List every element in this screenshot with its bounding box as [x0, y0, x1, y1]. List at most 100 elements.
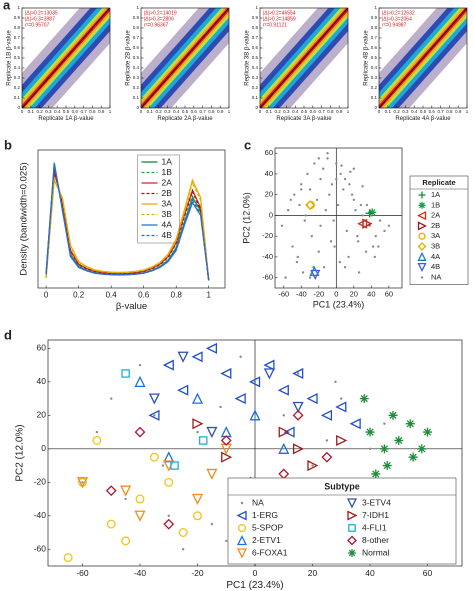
point	[306, 200, 315, 210]
point	[170, 461, 179, 470]
y-tick-label: 1	[255, 5, 258, 10]
point	[332, 219, 335, 222]
point	[306, 172, 309, 176]
point	[293, 193, 296, 196]
x-tick-label: 0.3	[164, 109, 171, 114]
x-tick-label: 0.5	[420, 109, 427, 114]
point	[161, 464, 165, 467]
panel-label: c	[244, 137, 251, 152]
point	[191, 351, 203, 363]
point	[365, 209, 374, 218]
point	[291, 245, 294, 248]
identity-line	[379, 8, 467, 108]
annotation: |Δ|>0.3=2806	[144, 16, 174, 22]
legend-label: 1B	[162, 167, 173, 177]
x-tick-label: 0	[21, 109, 24, 114]
point	[374, 234, 377, 238]
y-tick-label: 0.3	[133, 75, 140, 80]
point	[317, 157, 320, 160]
density-band	[260, 8, 348, 108]
legend-marker	[418, 232, 426, 240]
point	[326, 157, 329, 160]
y-tick-label: 0.8	[133, 25, 140, 30]
y-tick-label: 0.7	[371, 35, 378, 40]
y-tick-label: 0.3	[252, 75, 259, 80]
point	[356, 234, 359, 238]
legend-label: 2B	[431, 221, 440, 230]
point	[303, 219, 306, 222]
point	[307, 460, 319, 472]
point	[110, 397, 113, 400]
point	[348, 183, 351, 186]
x-tick-label: 0	[44, 290, 49, 299]
panel-label: d	[4, 327, 12, 342]
legend-marker	[236, 535, 248, 546]
point	[278, 442, 290, 454]
x-tick-label: 0.2	[73, 290, 85, 299]
x-tick-label: 60	[423, 568, 433, 578]
density-band	[22, 8, 110, 108]
x-tick-label: 0.6	[310, 109, 317, 114]
point	[181, 548, 185, 551]
point	[349, 418, 361, 430]
x-tick-label: 0.3	[283, 109, 290, 114]
point	[359, 203, 363, 207]
point	[383, 422, 386, 425]
y-tick-label: 40	[265, 169, 273, 178]
point	[163, 518, 175, 530]
legend-box	[227, 477, 457, 565]
point	[321, 167, 325, 170]
point	[192, 418, 204, 430]
legend-label: 2A	[162, 177, 173, 187]
x-tick-label: 0.6	[429, 109, 436, 114]
point	[105, 485, 117, 497]
legend-label: 4B	[431, 262, 440, 271]
point	[120, 485, 132, 497]
point	[317, 250, 320, 253]
x-tick-label: 0.4	[173, 109, 180, 114]
legend-label: 1-ERG	[252, 510, 278, 520]
point	[205, 342, 218, 354]
point	[249, 409, 261, 421]
x-tick-label: -40	[134, 568, 147, 578]
y-tick-label: 60	[37, 343, 47, 353]
x-tick-label: 0.7	[199, 109, 206, 114]
point	[371, 245, 375, 248]
point	[177, 351, 189, 363]
y-tick-label: -40	[262, 252, 273, 261]
point	[339, 172, 342, 176]
y-tick-label: 0	[17, 105, 20, 110]
point	[167, 514, 170, 517]
point	[388, 410, 398, 420]
x-tick-label: 0.9	[98, 109, 105, 114]
density-line	[45, 167, 210, 281]
x-tick-label: 40	[367, 290, 375, 299]
point	[124, 497, 127, 501]
point	[335, 162, 338, 165]
point	[325, 439, 329, 442]
legend-marker	[346, 498, 358, 509]
point	[206, 468, 218, 480]
legend-label: 3A	[162, 198, 173, 208]
point	[313, 162, 316, 165]
point	[333, 245, 336, 248]
y-tick-label: 0.6	[252, 45, 259, 50]
y-tick-label: 1	[374, 5, 377, 10]
point	[134, 510, 146, 522]
annotation: |Δ|>0.3=2064	[382, 16, 412, 22]
x-tick-label: 0.2	[274, 109, 281, 114]
legend-marker	[240, 501, 244, 505]
point	[352, 198, 356, 202]
y-tick-label: -60	[262, 273, 273, 282]
y-tick-label: -40	[34, 510, 47, 520]
annotation: |Δ|>0.2=12632	[382, 10, 415, 16]
point	[220, 435, 232, 446]
y-tick-label: 0.3	[14, 75, 21, 80]
point	[347, 255, 350, 259]
x-tick-label: 0	[253, 568, 258, 578]
legend-marker	[417, 262, 427, 273]
x-tick-label: 0.7	[80, 109, 87, 114]
legend-box	[137, 154, 180, 244]
y-tick-label: 0.4	[14, 65, 21, 70]
point	[364, 250, 368, 253]
